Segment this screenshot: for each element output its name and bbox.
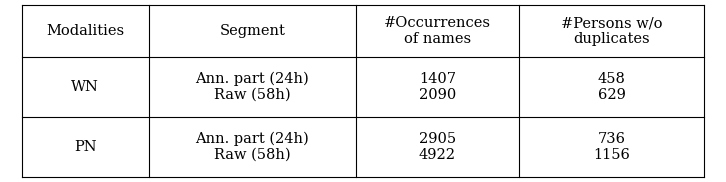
Text: #Occurrences
of names: #Occurrences of names (384, 16, 491, 46)
Text: #Persons w/o
duplicates: #Persons w/o duplicates (561, 16, 662, 46)
Text: 736
1156: 736 1156 (593, 132, 630, 162)
Text: 2905
4922: 2905 4922 (419, 132, 456, 162)
Text: Modalities: Modalities (46, 24, 124, 38)
Text: Ann. part (24h)
Raw (58h): Ann. part (24h) Raw (58h) (195, 71, 309, 102)
Text: PN: PN (74, 140, 97, 154)
Text: 1407
2090: 1407 2090 (419, 72, 456, 102)
Text: Segment: Segment (219, 24, 285, 38)
Text: Ann. part (24h)
Raw (58h): Ann. part (24h) Raw (58h) (195, 131, 309, 162)
Text: 458
629: 458 629 (597, 72, 626, 102)
Text: WN: WN (71, 80, 99, 94)
